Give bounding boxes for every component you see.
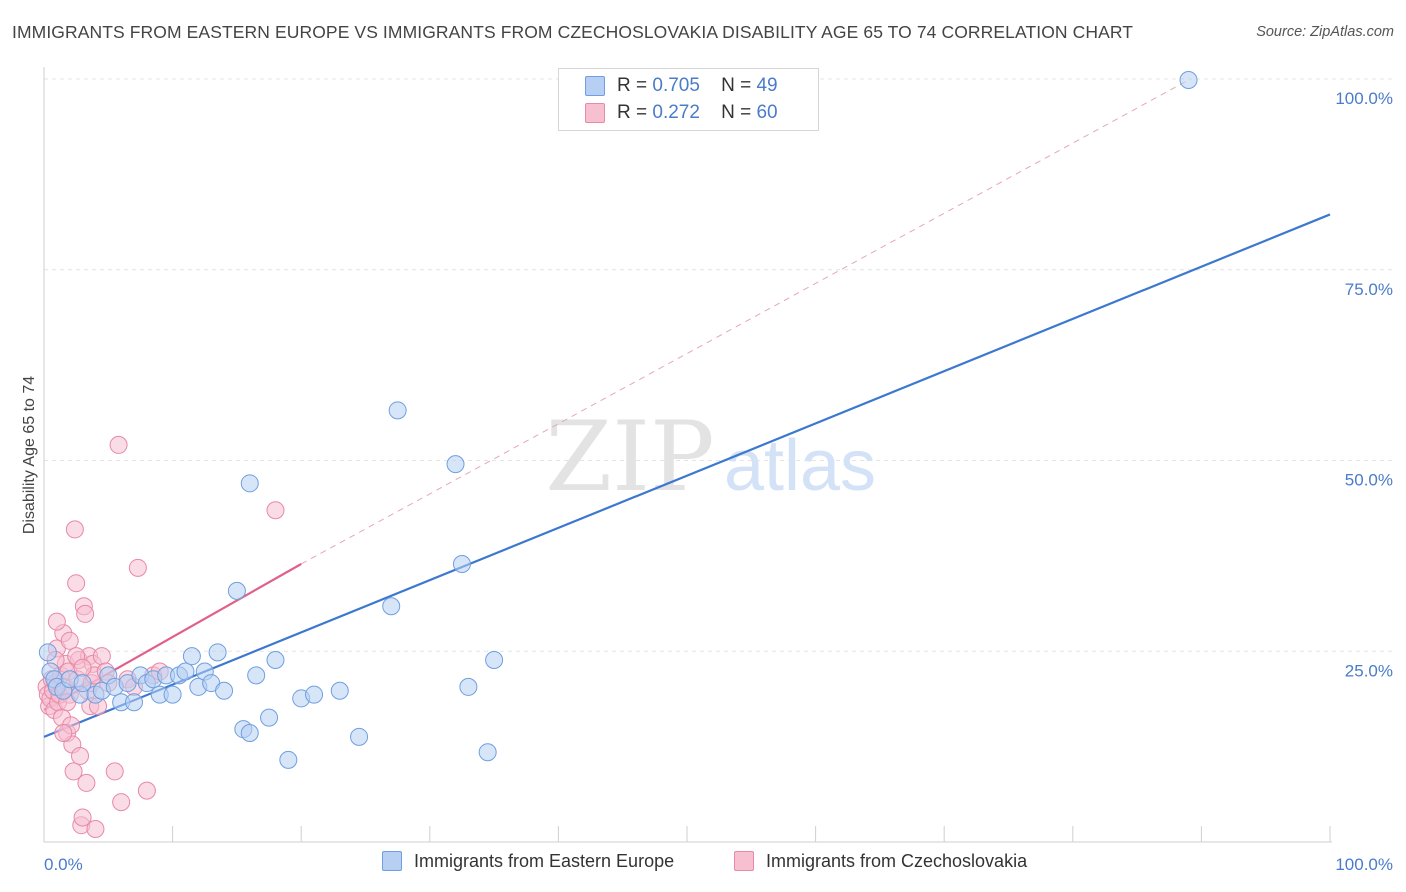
point-czechoslovakia: [71, 747, 90, 766]
point-eastern-europe: [182, 647, 201, 666]
correlation-legend: R = 0.705 N = 49 R = 0.272 N = 60: [558, 68, 819, 131]
point-czechoslovakia: [86, 820, 105, 839]
point-czechoslovakia: [77, 773, 96, 792]
bottom-legend-label: Immigrants from Czechoslovakia: [766, 851, 1028, 871]
watermark: ZIP atlas: [545, 401, 876, 513]
point-czechoslovakia: [92, 647, 111, 666]
watermark-atlas: atlas: [724, 426, 876, 506]
grid-lines: [44, 78, 1394, 652]
point-czechoslovakia: [137, 781, 156, 800]
bottom-legend-swatch-blue: [382, 851, 402, 871]
point-eastern-europe: [125, 693, 144, 712]
legend-n-label: N =: [721, 75, 752, 96]
legend-n-label: N =: [721, 102, 752, 123]
x-tick-label: 0.0%: [44, 855, 83, 874]
point-eastern-europe: [382, 597, 401, 616]
point-czechoslovakia: [64, 762, 83, 781]
legend-r-label: R =: [617, 102, 648, 123]
point-czechoslovakia: [128, 558, 147, 577]
bottom-legend-czechoslovakia: Immigrants from Czechoslovakia: [734, 851, 1027, 872]
y-tick-label: 25.0%: [1345, 661, 1393, 680]
point-eastern-europe: [1179, 71, 1198, 89]
point-czechoslovakia: [73, 808, 92, 827]
point-eastern-europe: [240, 724, 259, 742]
chart-title: IMMIGRANTS FROM EASTERN EUROPE VS IMMIGR…: [12, 22, 1134, 42]
y-tick-label: 75.0%: [1345, 280, 1393, 299]
legend-r-value: 0.705: [652, 75, 700, 96]
point-eastern-europe: [227, 581, 246, 600]
point-eastern-europe: [208, 643, 227, 662]
point-eastern-europe: [388, 401, 407, 420]
x-tick-label: 100.0%: [1335, 855, 1393, 874]
point-eastern-europe: [247, 666, 266, 685]
point-eastern-europe: [163, 685, 182, 704]
point-czechoslovakia: [65, 520, 84, 539]
bottom-legend-eastern-europe: Immigrants from Eastern Europe: [382, 851, 674, 872]
point-eastern-europe: [240, 474, 259, 493]
trendline-czechoslovakia-extended: [300, 79, 1189, 565]
bottom-legend-swatch-pink: [734, 851, 754, 871]
point-czechoslovakia: [76, 604, 95, 623]
legend-swatch-blue: [585, 76, 605, 96]
point-eastern-europe: [176, 662, 195, 681]
bottom-legend-label: Immigrants from Eastern Europe: [414, 851, 675, 871]
legend-n-value: 60: [756, 102, 778, 123]
tick-labels: 25.0% 50.0% 75.0% 100.0% 0.0% 100.0%: [44, 89, 1393, 874]
point-eastern-europe: [73, 674, 92, 693]
point-czechoslovakia: [266, 501, 285, 520]
point-czechoslovakia: [54, 724, 73, 742]
point-czechoslovakia: [105, 762, 124, 781]
point-eastern-europe: [446, 455, 465, 474]
y-axis-label: Disability Age 65 to 74: [21, 376, 38, 534]
point-czechoslovakia: [109, 435, 128, 454]
legend-r-value: 0.272: [652, 102, 700, 123]
y-tick-label: 100.0%: [1335, 89, 1393, 108]
data-points: [37, 71, 1198, 839]
y-tick-label: 50.0%: [1345, 471, 1393, 490]
point-eastern-europe: [459, 677, 478, 696]
point-eastern-europe: [305, 685, 324, 704]
point-czechoslovakia: [112, 793, 131, 812]
point-eastern-europe: [260, 708, 279, 727]
legend-r-label: R =: [617, 75, 648, 96]
point-eastern-europe: [452, 554, 471, 573]
point-czechoslovakia: [47, 612, 66, 631]
point-eastern-europe: [279, 750, 298, 769]
source-label: Source: ZipAtlas.com: [1256, 24, 1394, 40]
point-czechoslovakia: [67, 574, 86, 593]
point-eastern-europe: [330, 681, 349, 700]
point-eastern-europe: [266, 651, 285, 670]
point-czechoslovakia: [60, 631, 79, 650]
point-eastern-europe: [38, 643, 57, 662]
point-eastern-europe: [350, 727, 369, 746]
point-eastern-europe: [215, 681, 234, 700]
legend-n-value: 49: [756, 75, 778, 96]
point-eastern-europe: [478, 743, 497, 762]
watermark-zip: ZIP: [545, 401, 714, 513]
point-eastern-europe: [485, 651, 504, 670]
legend-swatch-pink: [585, 103, 605, 123]
trendline-eastern-europe: [43, 213, 1331, 738]
